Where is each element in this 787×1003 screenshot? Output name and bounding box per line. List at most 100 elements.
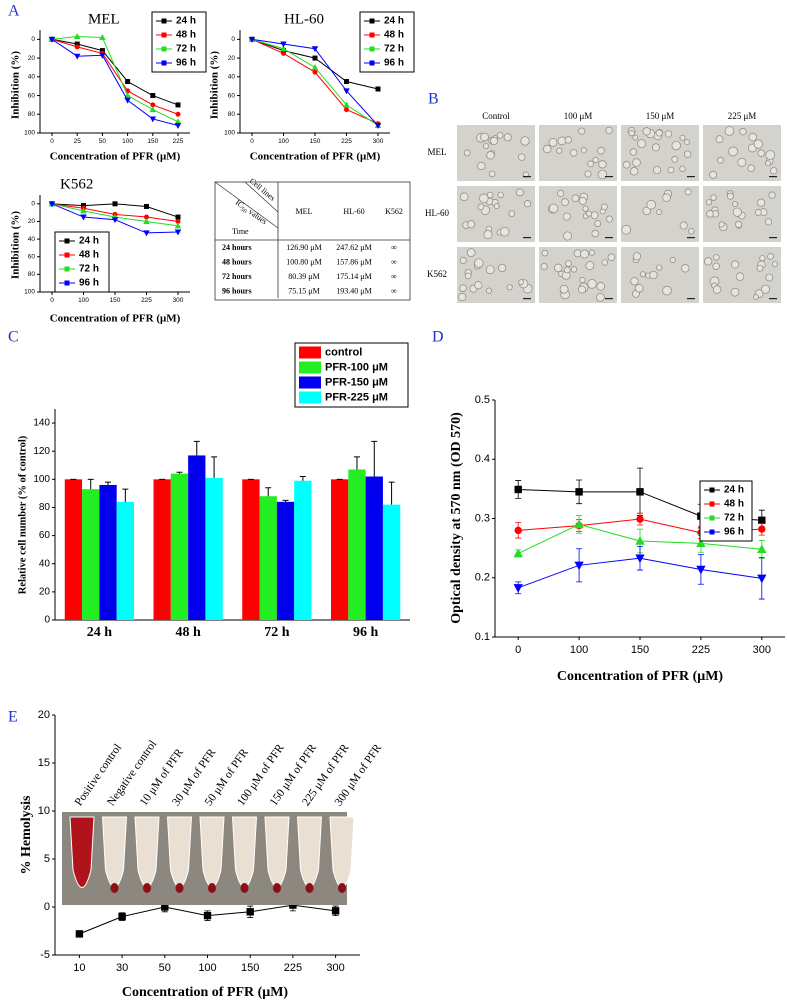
cell <box>464 272 472 280</box>
table-cell: ∞ <box>391 243 397 252</box>
cell <box>737 157 747 167</box>
cell <box>486 191 494 199</box>
cell <box>482 143 489 150</box>
y-axis-title: Inhibition (%) <box>10 211 22 279</box>
marker <box>175 102 181 108</box>
cell <box>524 200 532 208</box>
table-cell: 80.39 μM <box>288 272 319 281</box>
marker <box>150 93 156 99</box>
table-corner: IC <box>234 198 246 210</box>
y-tick-label: 0.2 <box>475 572 490 584</box>
marker <box>758 525 766 533</box>
cell <box>548 203 559 214</box>
x-tick-label: 0 <box>50 138 54 145</box>
legend-swatch <box>299 361 321 374</box>
x-tick-label: 300 <box>173 297 184 304</box>
table-cell: 75.15 μM <box>288 287 319 296</box>
cell <box>634 284 644 293</box>
x-tick-label: 72 h <box>264 625 290 640</box>
cell <box>759 255 766 262</box>
marker <box>174 123 182 129</box>
bar <box>205 477 223 620</box>
cell <box>679 165 686 172</box>
x-tick-label: 100 <box>570 644 588 656</box>
cell <box>559 284 569 294</box>
cell <box>578 285 586 294</box>
cell <box>637 139 647 149</box>
scale-bar <box>605 298 613 300</box>
legend-marker <box>161 32 167 38</box>
scale-bar <box>687 298 695 300</box>
cell <box>498 263 507 272</box>
scale-bar <box>605 237 613 239</box>
pellet <box>240 883 249 893</box>
micrograph-column-label: 150 μM <box>646 111 675 121</box>
cell <box>679 221 688 230</box>
panel-label: D <box>432 329 444 346</box>
cell <box>477 161 486 171</box>
marker <box>75 930 84 938</box>
legend-marker <box>64 252 70 258</box>
error-bar <box>87 478 94 490</box>
cell <box>565 260 572 267</box>
legend-box <box>54 231 110 293</box>
legend-label: 96 h <box>79 278 99 289</box>
cell <box>662 285 672 296</box>
scale-bar <box>769 298 777 300</box>
marker <box>757 574 767 584</box>
error-bar <box>265 487 272 497</box>
cell <box>580 147 587 154</box>
cell <box>564 136 572 144</box>
marker <box>48 36 56 43</box>
cell <box>605 126 613 134</box>
pellet <box>175 883 184 893</box>
x-tick-label: 30 <box>116 962 128 974</box>
legend-label: 48 h <box>176 30 196 41</box>
table-header: MEL <box>296 207 313 216</box>
pellet <box>110 883 119 893</box>
x-axis-title: Concentration of PFR (μM) <box>250 151 381 163</box>
legend-label: 72 h <box>384 44 404 55</box>
cell <box>724 126 735 136</box>
x-tick-label: 100 <box>278 138 289 145</box>
marker <box>374 123 382 129</box>
cell <box>458 292 467 302</box>
legend-marker <box>709 529 715 535</box>
error-bar <box>211 456 218 478</box>
y-tick-label: 80 <box>28 271 36 278</box>
x-tick-label: 24 h <box>87 625 113 640</box>
x-tick-label: 225 <box>341 138 352 145</box>
y-tick-label: 0.4 <box>475 453 490 465</box>
y-tick-label: 20 <box>39 587 51 598</box>
cell <box>561 198 569 207</box>
cell <box>630 167 639 176</box>
y-tick-label: 10 <box>38 805 50 817</box>
bar <box>99 484 117 620</box>
cell <box>548 138 558 147</box>
bar <box>365 476 383 620</box>
micrograph-row-label: K562 <box>427 269 447 279</box>
cell <box>477 203 485 211</box>
cell <box>578 127 586 135</box>
y-tick-label: 0.3 <box>475 512 490 524</box>
bar <box>242 479 260 620</box>
cell <box>579 277 586 284</box>
marker <box>124 97 131 104</box>
chart-title: K562 <box>60 176 93 192</box>
cell <box>587 160 595 168</box>
micrograph <box>539 186 617 242</box>
scale-bar <box>523 237 531 239</box>
cell <box>543 144 552 154</box>
marker <box>175 111 181 117</box>
cell <box>592 156 599 164</box>
scale-bar <box>769 176 777 178</box>
marker <box>73 33 81 40</box>
cell <box>556 147 563 154</box>
x-tick-label: 225 <box>141 297 152 304</box>
bar <box>116 501 134 620</box>
legend-box <box>151 11 207 73</box>
cell <box>497 191 504 199</box>
y-tick-label: 80 <box>39 502 51 513</box>
marker <box>344 79 349 84</box>
table-cell: 247.62 μM <box>336 243 371 252</box>
